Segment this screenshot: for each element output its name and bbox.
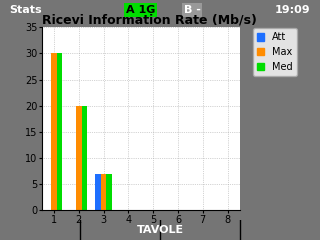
Bar (76, 106, 82, 210)
Legend: Att, Max, Med: Att, Max, Med (253, 28, 297, 76)
Bar (95, 174, 101, 210)
Text: Stats: Stats (10, 5, 42, 15)
Text: TAVOLE: TAVOLE (136, 225, 184, 235)
Text: A 1G: A 1G (126, 5, 156, 15)
Bar (106, 174, 112, 210)
Bar (82, 106, 87, 210)
Text: B -: B - (184, 5, 200, 15)
Bar (57, 53, 62, 210)
Bar (51, 53, 57, 210)
Text: Ricevi Information Rate (Mb/s): Ricevi Information Rate (Mb/s) (42, 13, 256, 26)
Text: 19:09: 19:09 (275, 5, 310, 15)
Bar (101, 174, 106, 210)
